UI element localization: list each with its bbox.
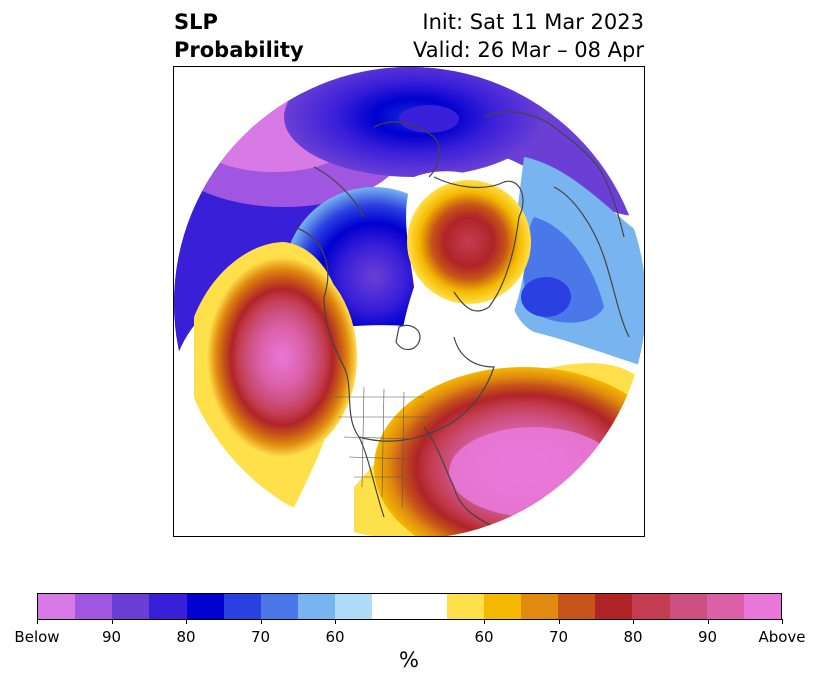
colorbar-segment xyxy=(483,594,522,619)
colorbar-segment xyxy=(38,594,76,619)
colorbar-tick-mark xyxy=(37,619,38,624)
colorbar-tick-mark xyxy=(558,619,560,624)
colorbar-tick-label: 90 xyxy=(101,628,122,646)
colorbar-tick-mark xyxy=(707,619,709,624)
colorbar-segment xyxy=(521,594,559,619)
colorbar-segment xyxy=(335,594,373,619)
colorbar-segment xyxy=(75,594,113,619)
probability-map xyxy=(174,67,644,536)
colorbar xyxy=(37,593,782,620)
map-title-left: SLP Probability xyxy=(174,8,304,64)
title-init-date: Init: Sat 11 Mar 2023 xyxy=(422,10,644,34)
colorbar-segment xyxy=(260,594,299,619)
colorbar-tick-mark xyxy=(782,619,783,624)
colorbar-segment xyxy=(223,594,261,619)
map-panel xyxy=(173,66,645,537)
colorbar-tick-label: 60 xyxy=(325,628,345,646)
colorbar-tick-label: Above xyxy=(758,628,806,646)
title-product: Probability xyxy=(174,38,304,62)
colorbar-tick-label: 80 xyxy=(176,628,196,646)
colorbar-segment xyxy=(298,594,336,619)
colorbar-segment xyxy=(372,594,447,619)
colorbar-segment xyxy=(186,594,224,619)
colorbar-segment xyxy=(558,594,596,619)
colorbar-segment xyxy=(669,594,707,619)
colorbar-segment xyxy=(632,594,670,619)
colorbar-segment xyxy=(706,594,744,619)
colorbar-tick-mark xyxy=(335,619,336,624)
colorbar-tick-mark xyxy=(111,619,113,624)
coastlines xyxy=(293,111,630,528)
colorbar-unit-label: % xyxy=(399,648,419,672)
colorbar-tick-label: Below xyxy=(14,628,60,646)
state-borders xyxy=(334,386,429,508)
colorbar-segment xyxy=(743,594,782,619)
colorbar-tick-mark xyxy=(633,619,634,624)
colorbar-tick-label: 60 xyxy=(474,628,494,646)
colorbar-tick-label: 70 xyxy=(548,628,569,646)
probability-shading xyxy=(174,67,644,536)
colorbar-tick-label: 90 xyxy=(697,628,718,646)
colorbar-segment xyxy=(446,594,484,619)
colorbar-tick-label: 70 xyxy=(250,628,271,646)
colorbar-segment xyxy=(595,594,633,619)
colorbar-segment xyxy=(112,594,150,619)
colorbar-segment xyxy=(149,594,187,619)
map-title-right: Init: Sat 11 Mar 2023 Valid: 26 Mar – 08… xyxy=(413,8,644,64)
title-valid-range: Valid: 26 Mar – 08 Apr xyxy=(413,38,644,62)
colorbar-tick-mark xyxy=(484,619,485,624)
colorbar-tick-mark xyxy=(260,619,262,624)
title-variable: SLP xyxy=(174,10,218,34)
colorbar-tick-mark xyxy=(186,619,187,624)
colorbar-tick-label: 80 xyxy=(623,628,643,646)
